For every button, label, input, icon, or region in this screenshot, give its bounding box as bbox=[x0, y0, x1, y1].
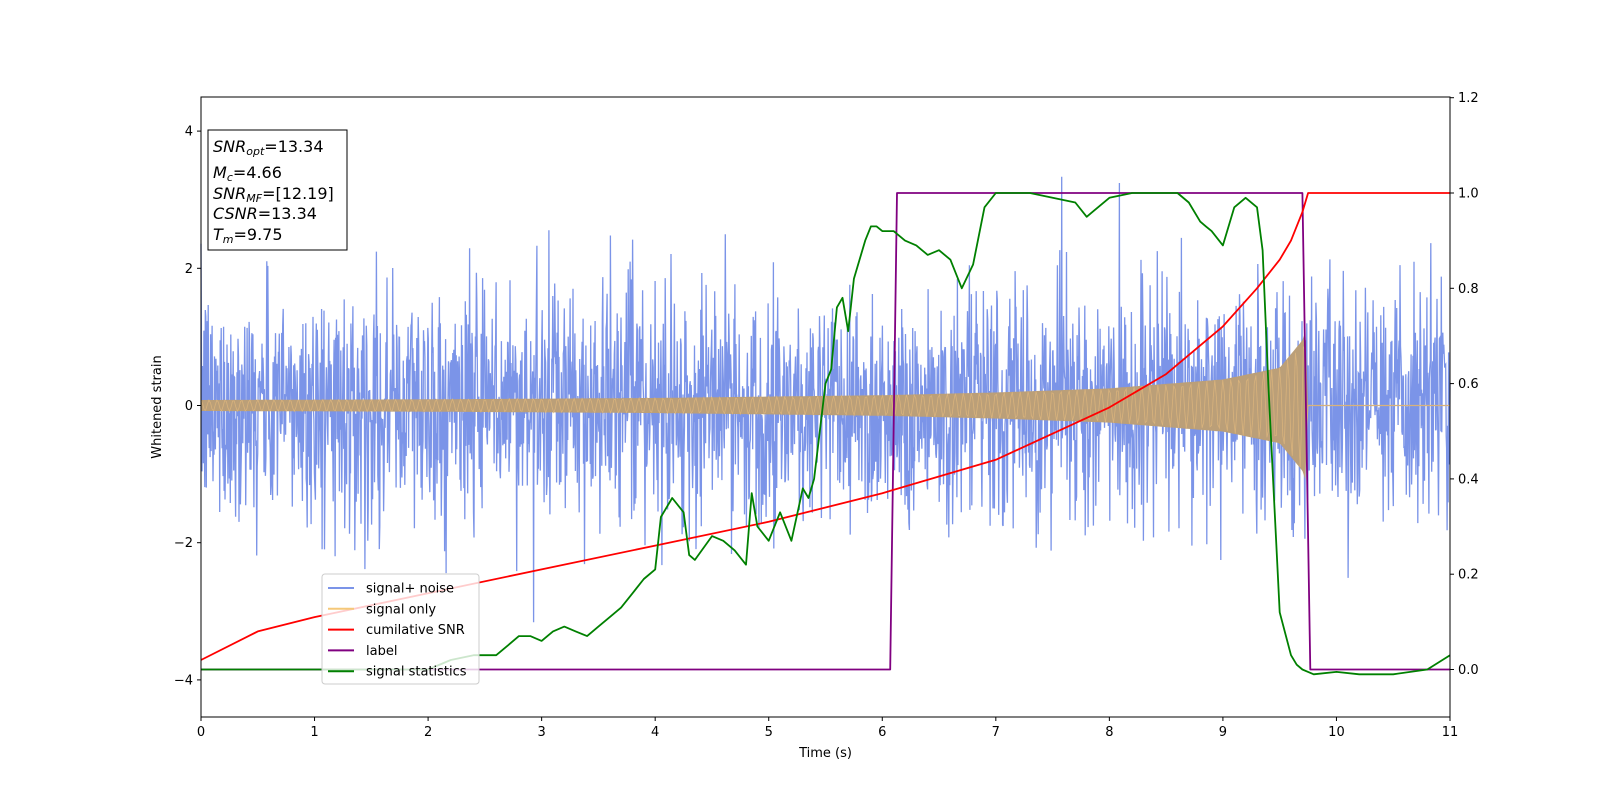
x-tick-label: 0 bbox=[197, 725, 205, 740]
x-tick-label: 11 bbox=[1442, 725, 1459, 740]
info-csnr: CSNR=13.34 bbox=[213, 204, 317, 223]
legend-label: signal statistics bbox=[366, 665, 467, 680]
x-axis-ticks: 0 1 2 3 4 5 6 7 8 9 10 11 bbox=[197, 717, 1458, 740]
x-tick-label: 9 bbox=[1219, 725, 1227, 740]
x-tick-label: 3 bbox=[537, 725, 545, 740]
info-snr-mf: SNRMF=[12.19] bbox=[213, 184, 334, 205]
right-y-tick-label: 0.4 bbox=[1458, 472, 1479, 487]
legend: signal+ noise signal only cumilative SNR la… bbox=[321, 573, 480, 685]
signal-statistics-line bbox=[201, 192, 1451, 676]
x-tick-label: 7 bbox=[992, 725, 1000, 740]
x-tick-label: 5 bbox=[765, 725, 773, 740]
y-axis-label: Whitened strain bbox=[150, 355, 165, 458]
x-tick-label: 8 bbox=[1105, 725, 1113, 740]
x-tick-label: 1 bbox=[310, 725, 318, 740]
signal-only-line bbox=[200, 345, 1309, 468]
left-y-tick-label: −4 bbox=[174, 673, 193, 688]
x-tick-label: 10 bbox=[1328, 725, 1345, 740]
left-y-axis-ticks: 4 2 0 −2 −4 bbox=[174, 125, 201, 688]
x-tick-label: 2 bbox=[424, 725, 432, 740]
legend-label: signal only bbox=[366, 602, 436, 617]
info-box: SNRopt=13.34 Mc=4.66 SNRMF=[12.19] CSNR=… bbox=[207, 129, 348, 251]
left-y-tick-label: −2 bbox=[174, 536, 193, 551]
left-y-tick-label: 4 bbox=[185, 125, 193, 140]
info-snr-opt: SNRopt=13.34 bbox=[213, 137, 324, 158]
info-mc: Mc=4.66 bbox=[213, 163, 282, 184]
legend-label: label bbox=[366, 644, 397, 659]
left-y-tick-label: 0 bbox=[185, 399, 193, 414]
right-y-tick-label: 1.2 bbox=[1458, 91, 1479, 106]
right-y-tick-label: 0.2 bbox=[1458, 568, 1479, 583]
info-tm: Tm=9.75 bbox=[213, 225, 283, 246]
legend-label: cumilative SNR bbox=[366, 623, 465, 638]
right-y-tick-label: 0.8 bbox=[1458, 282, 1479, 297]
x-tick-label: 6 bbox=[878, 725, 886, 740]
x-tick-label: 4 bbox=[651, 725, 659, 740]
right-y-tick-label: 0.0 bbox=[1458, 663, 1479, 678]
right-y-axis-ticks: 1.2 1.0 0.8 0.6 0.4 0.2 0.0 bbox=[1450, 91, 1479, 678]
legend-label: signal+ noise bbox=[366, 582, 454, 597]
signal-only-series bbox=[200, 331, 1450, 480]
right-y-tick-label: 0.6 bbox=[1458, 377, 1479, 392]
label-line bbox=[201, 192, 1450, 671]
x-axis-label: Time (s) bbox=[798, 746, 852, 761]
plot-frame bbox=[200, 96, 1451, 718]
left-y-tick-label: 2 bbox=[185, 262, 193, 277]
legend-frame bbox=[321, 573, 480, 685]
info-box-frame bbox=[207, 129, 348, 251]
right-y-tick-label: 1.0 bbox=[1458, 187, 1479, 202]
